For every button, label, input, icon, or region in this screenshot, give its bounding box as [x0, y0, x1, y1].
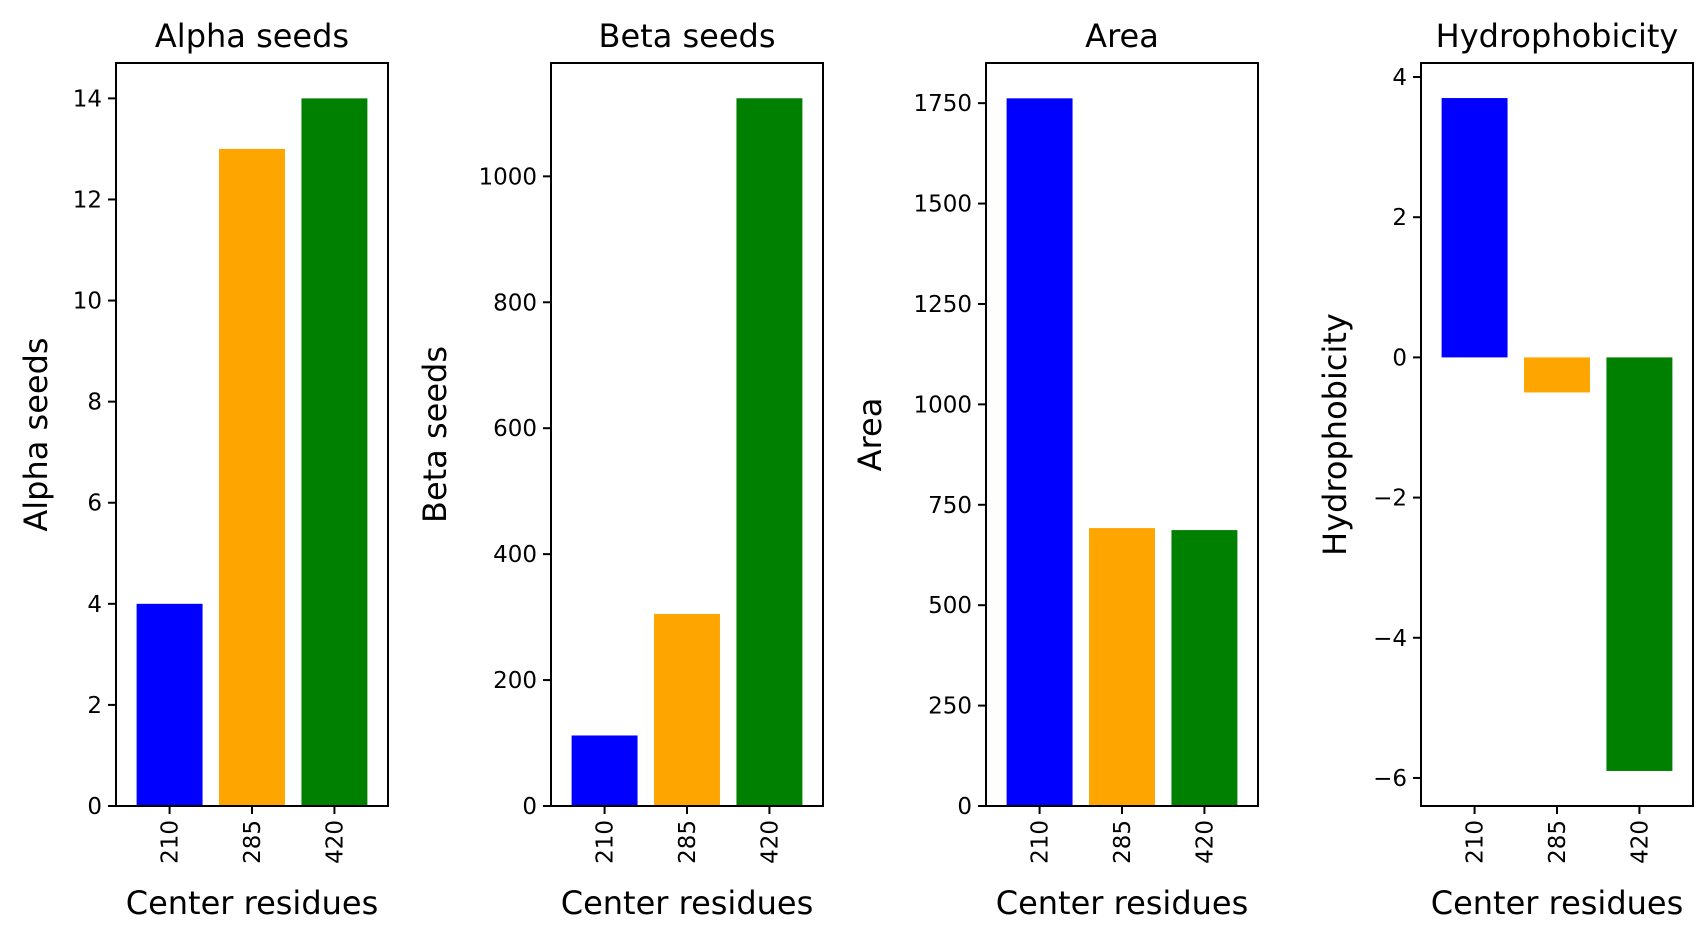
chart-3-ytick-label: 1500 — [913, 192, 972, 218]
chart-2-xtick-label: 285 — [675, 820, 701, 864]
chart-4-ylabel: Hydrophobicity — [1316, 313, 1354, 556]
chart-4-xlabel: Center residues — [1431, 884, 1684, 922]
chart-1-ytick-label: 6 — [87, 491, 102, 517]
chart-1-ytick-label: 12 — [73, 187, 102, 213]
chart-3-ylabel: Area — [851, 398, 889, 472]
chart-3-title: Area — [1085, 17, 1159, 55]
chart-1-xtick-label: 210 — [158, 820, 184, 864]
chart-2: 0 200 400 600 800 1000 210 285 420 Beta seeds Cent… — [416, 17, 824, 922]
chart-4-ytick-label: −2 — [1373, 486, 1407, 512]
chart-1-bar-210 — [136, 603, 203, 806]
chart-1-ytick-label: 2 — [87, 693, 102, 719]
chart-4-bar-210 — [1441, 98, 1508, 358]
chart-3: 0 250 500 750 1000 1250 1500 1750 210 285 420 Area C… — [851, 17, 1259, 922]
chart-2-xtick-label: 420 — [757, 820, 783, 864]
chart-2-bar-420 — [736, 98, 803, 806]
chart-2-title: Beta seeds — [599, 17, 776, 55]
chart-4-ytick-label: −4 — [1373, 626, 1407, 652]
chart-4-xtick-label: 285 — [1545, 820, 1571, 864]
chart-1-ytick-label: 0 — [87, 794, 102, 820]
chart-2-ytick-label: 800 — [493, 290, 537, 316]
chart-4-bar-420 — [1606, 357, 1673, 771]
chart-3-xtick-label: 420 — [1192, 820, 1218, 864]
chart-1-ytick-label: 14 — [73, 86, 102, 112]
chart-3-ytick-label: 500 — [928, 593, 972, 619]
chart-4: −6 −4 −2 0 2 4 210 285 420 Hydrophobicity Center r… — [1316, 17, 1694, 922]
chart-3-bar-285 — [1089, 528, 1155, 806]
chart-3-bar-420 — [1171, 530, 1238, 806]
chart-2-ytick-label: 0 — [522, 794, 537, 820]
chart-3-xtick-label: 285 — [1110, 820, 1136, 864]
chart-1-bar-420 — [301, 98, 368, 806]
chart-3-ytick-label: 750 — [928, 493, 972, 519]
chart-4-ytick-label: 4 — [1392, 65, 1407, 91]
chart-2-ytick-label: 200 — [493, 668, 537, 694]
chart-2-ylabel: Beta seeds — [416, 346, 454, 523]
chart-1-xtick-label: 285 — [240, 820, 266, 864]
chart-3-bar-210 — [1006, 98, 1073, 807]
chart-2-bar-285 — [654, 613, 720, 806]
chart-2-xtick-label: 210 — [593, 820, 619, 864]
chart-3-ytick-label: 1000 — [913, 392, 972, 418]
chart-2-ytick-label: 600 — [493, 416, 537, 442]
chart-1-xtick-label: 420 — [322, 820, 348, 864]
chart-4-bar-285 — [1524, 357, 1590, 393]
chart-4-ytick-label: 0 — [1392, 345, 1407, 371]
chart-2-ytick-label: 400 — [493, 542, 537, 568]
chart-2-xlabel: Center residues — [561, 884, 814, 922]
chart-4-xtick-label: 210 — [1463, 820, 1489, 864]
chart-2-bar-210 — [571, 735, 638, 806]
chart-1: 0 2 4 6 8 10 12 14 210 285 420 Alpha seeds Center re… — [17, 17, 389, 922]
chart-1-bar-285 — [219, 148, 285, 806]
chart-1-xlabel: Center residues — [126, 884, 379, 922]
chart-1-ytick-label: 8 — [87, 390, 102, 416]
chart-1-ylabel: Alpha seeds — [17, 337, 55, 531]
chart-3-ytick-label: 1250 — [913, 292, 972, 318]
chart-3-xlabel: Center residues — [996, 884, 1249, 922]
chart-1-title: Alpha seeds — [155, 17, 349, 55]
chart-3-xtick-label: 210 — [1028, 820, 1054, 864]
chart-3-ytick-label: 250 — [928, 694, 972, 720]
chart-3-ytick-label: 1750 — [913, 91, 972, 117]
chart-1-ytick-label: 4 — [87, 592, 102, 618]
chart-2-ytick-label: 1000 — [478, 164, 537, 190]
chart-4-title: Hydrophobicity — [1436, 17, 1679, 55]
chart-3-ytick-label: 0 — [957, 794, 972, 820]
chart-1-ytick-label: 10 — [73, 289, 102, 315]
chart-4-ytick-label: 2 — [1392, 205, 1407, 231]
chart-4-ytick-label: −6 — [1373, 766, 1407, 792]
chart-4-xtick-label: 420 — [1627, 820, 1653, 864]
